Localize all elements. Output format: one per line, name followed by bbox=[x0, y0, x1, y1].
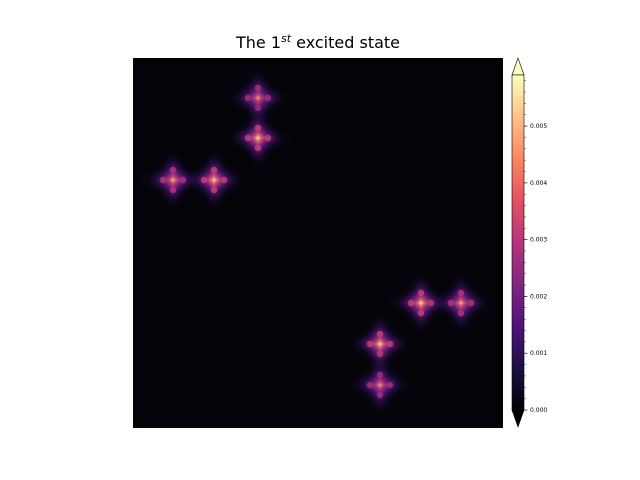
blob-lobe bbox=[254, 84, 262, 92]
blob-lobe bbox=[169, 186, 177, 194]
heatmap-plot bbox=[133, 58, 503, 428]
colorbar-ticks: 0.000 0.001 0.002 0.003 0.004 0.005 bbox=[524, 80, 547, 414]
blob-core bbox=[254, 94, 262, 102]
colorbar-tick-label: 0.005 bbox=[530, 123, 547, 130]
blob-core bbox=[169, 176, 177, 184]
chart-title-suffix: excited state bbox=[291, 33, 400, 52]
colorbar: 0.000 0.001 0.002 0.003 0.004 0.005 bbox=[511, 57, 547, 428]
blob-lobe bbox=[210, 166, 218, 174]
heatmap-blob bbox=[179, 145, 249, 215]
blob-lobe bbox=[407, 299, 415, 307]
colorbar-body bbox=[511, 74, 525, 411]
blob-core bbox=[417, 299, 425, 307]
blob-lobe bbox=[159, 176, 167, 184]
colorbar-tick-label: 0.000 bbox=[530, 407, 547, 414]
blob-core bbox=[254, 134, 262, 142]
blob-lobe bbox=[376, 330, 384, 338]
chart-title: The 1st excited state bbox=[235, 32, 400, 52]
blob-lobe bbox=[264, 94, 272, 102]
blob-lobe bbox=[457, 289, 465, 297]
chart-title-superscript: st bbox=[281, 32, 292, 45]
colorbar-extend-max bbox=[511, 57, 525, 76]
blob-lobe bbox=[366, 381, 374, 389]
heatmap-blob bbox=[223, 103, 293, 173]
blob-lobe bbox=[386, 340, 394, 348]
blob-core bbox=[457, 299, 465, 307]
blob-lobe bbox=[366, 340, 374, 348]
blob-lobe bbox=[254, 124, 262, 132]
colorbar-tick-label: 0.001 bbox=[530, 350, 547, 357]
blob-lobe bbox=[417, 309, 425, 317]
blob-lobe bbox=[376, 371, 384, 379]
blob-lobe bbox=[200, 176, 208, 184]
blob-lobe bbox=[376, 391, 384, 399]
blob-core bbox=[210, 176, 218, 184]
heatmap-blob bbox=[345, 350, 415, 420]
colorbar-tick-label: 0.003 bbox=[530, 237, 547, 244]
heatmap-blob bbox=[426, 268, 496, 338]
blob-core bbox=[376, 340, 384, 348]
blob-lobe bbox=[244, 94, 252, 102]
colorbar-tick-label: 0.002 bbox=[530, 293, 547, 300]
chart-title-prefix: The 1 bbox=[235, 33, 281, 52]
blob-lobe bbox=[254, 144, 262, 152]
blob-lobe bbox=[244, 134, 252, 142]
blob-lobe bbox=[169, 166, 177, 174]
blob-lobe bbox=[457, 309, 465, 317]
blob-lobe bbox=[386, 381, 394, 389]
blob-layer bbox=[138, 63, 496, 420]
blob-lobe bbox=[210, 186, 218, 194]
blob-lobe bbox=[447, 299, 455, 307]
colorbar-tick-label: 0.004 bbox=[530, 180, 547, 187]
blob-lobe bbox=[220, 176, 228, 184]
heatmap-blob bbox=[345, 309, 415, 379]
blob-lobe bbox=[264, 134, 272, 142]
blob-lobe bbox=[467, 299, 475, 307]
blob-core bbox=[376, 381, 384, 389]
colorbar-extend-min bbox=[511, 409, 525, 428]
blob-lobe bbox=[417, 289, 425, 297]
heatmap-background bbox=[133, 58, 503, 428]
heatmap-image bbox=[138, 63, 496, 420]
